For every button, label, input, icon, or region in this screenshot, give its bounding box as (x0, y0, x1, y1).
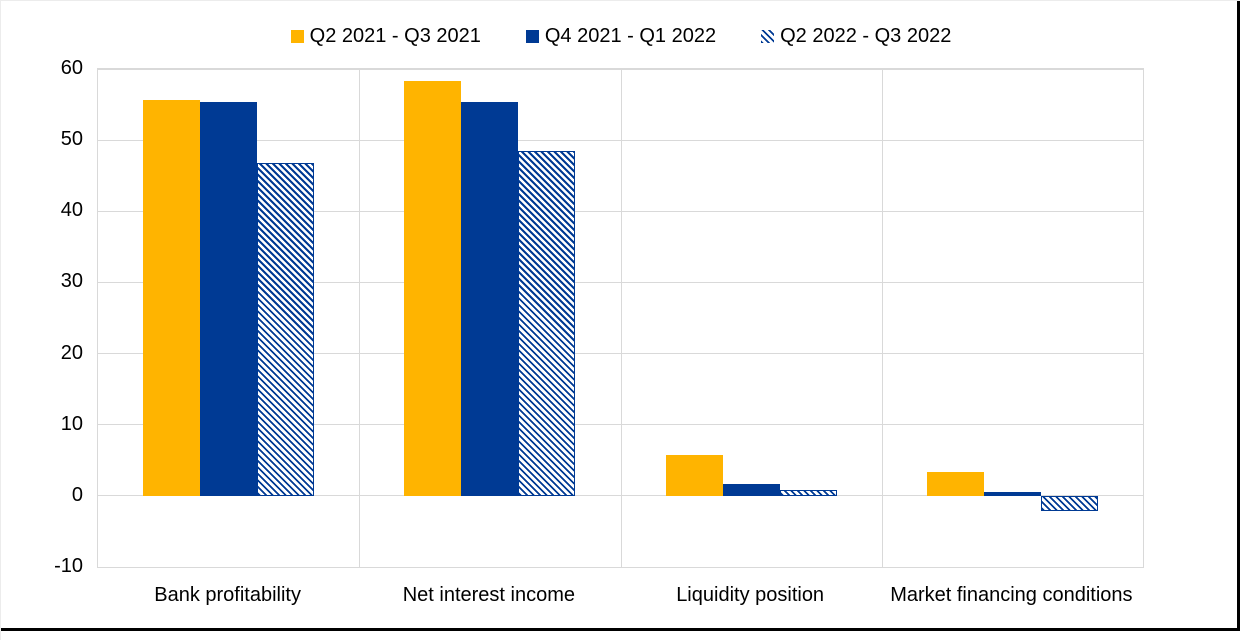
y-tick-label: 0 (71, 483, 83, 506)
legend-swatch-solid (525, 29, 539, 43)
bar-series2-3 (722, 483, 780, 496)
legend: Q2 2021 - Q3 2021 Q4 2021 - Q1 2022 Q2 202… (1, 25, 1240, 47)
y-tick-label: 60 (60, 57, 83, 79)
bar-series1-4 (926, 471, 984, 496)
x-category-label: Market financing conditions (890, 584, 1133, 606)
legend-label: Q2 2021 - Q3 2021 (309, 25, 481, 47)
gridline--10 (98, 566, 1143, 568)
legend-item: Q2 2021 - Q3 2021 (290, 25, 481, 47)
y-tick-label: 30 (60, 270, 83, 293)
bar-series2-2 (461, 101, 519, 496)
bar-series3-4 (1040, 495, 1098, 511)
legend-label: Q4 2021 - Q1 2022 (544, 25, 717, 47)
bar-series3-2 (518, 150, 576, 496)
bar-series2-4 (983, 491, 1041, 496)
x-category-label: Bank profitability (154, 584, 301, 606)
x-category-label: Net interest income (402, 584, 576, 606)
window-border-bottom (1, 628, 1240, 631)
bar-series3-1 (257, 162, 315, 496)
category-separator (620, 69, 622, 567)
y-tick-label: -10 (54, 555, 83, 577)
legend-item: Q4 2021 - Q1 2022 (525, 25, 717, 47)
y-tick-label: 10 (60, 412, 83, 435)
legend-swatch-hatched (761, 29, 775, 43)
bar-series1-1 (143, 100, 201, 496)
bar-series1-3 (665, 455, 723, 496)
y-tick-label: 50 (60, 128, 83, 151)
bar-series2-1 (200, 101, 258, 496)
legend-label: Q2 2022 - Q3 2022 (780, 25, 952, 47)
y-tick-label: 20 (60, 341, 83, 364)
x-category-label: Liquidity position (676, 584, 825, 606)
plot-area (97, 68, 1144, 568)
bar-series3-3 (779, 490, 837, 496)
legend-item: Q2 2022 - Q3 2022 (761, 25, 951, 47)
y-tick-label: 40 (60, 199, 83, 222)
bar-series1-2 (404, 81, 462, 496)
category-separator (359, 69, 361, 567)
category-separator (881, 69, 883, 567)
legend-swatch-solid (290, 29, 304, 43)
window-border-right (1237, 1, 1240, 631)
